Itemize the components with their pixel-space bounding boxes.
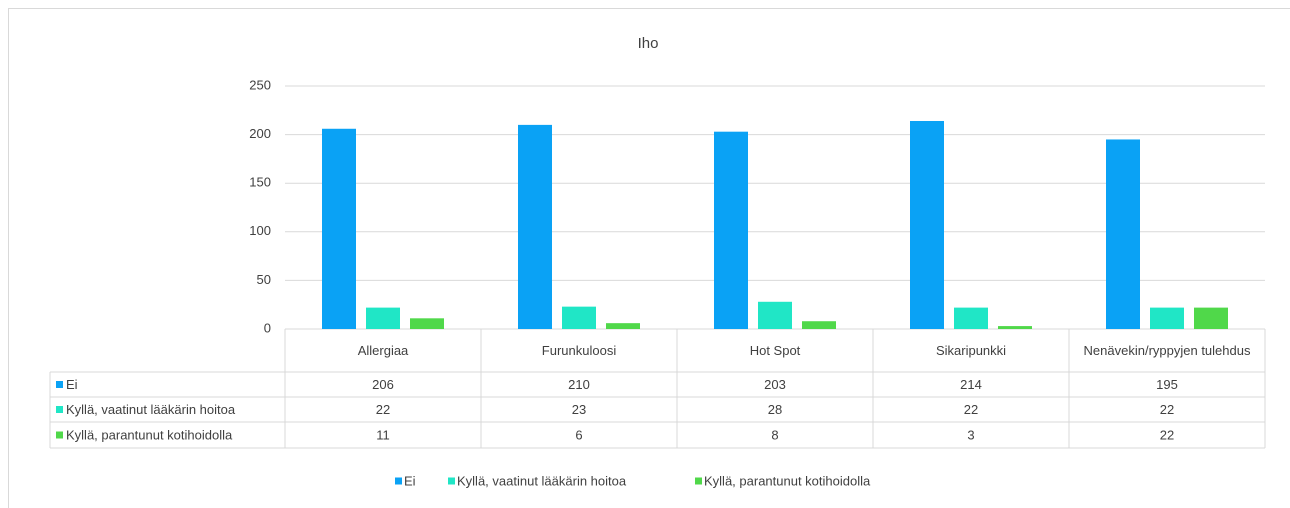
- category-cell: Hot Spot: [749, 342, 801, 358]
- chart-border: [8, 8, 1290, 508]
- y-tick-label: 250: [249, 77, 271, 92]
- x-tick-label: Furunkuloosi: [541, 342, 617, 358]
- table-value: 28: [768, 402, 782, 417]
- legend-key: [448, 477, 455, 485]
- table-value: 22: [1160, 402, 1174, 417]
- table-value: 8: [771, 427, 778, 442]
- table-value: 214: [960, 377, 982, 392]
- table-legend-key: [56, 406, 63, 413]
- legend-label: Ei: [404, 473, 416, 488]
- category-cell: Allergiaa: [357, 342, 409, 358]
- category-cell: Sikaripunkki: [935, 342, 1007, 358]
- table-value: 210: [568, 377, 590, 392]
- table-value: 22: [1160, 427, 1174, 442]
- category-cell: Nenävekin/ryppyjen tulehdus: [1083, 342, 1251, 358]
- y-tick-label: 0: [264, 320, 271, 335]
- bar: [322, 128, 356, 329]
- table-value: 6: [575, 427, 582, 442]
- bar: [998, 326, 1032, 329]
- bar: [606, 323, 640, 329]
- chart-title: Iho: [638, 35, 659, 52]
- table-series-name: Kyllä, parantunut kotihoidolla: [66, 427, 233, 442]
- bar: [802, 321, 836, 329]
- legend-key: [395, 477, 402, 485]
- legend-label: Kyllä, parantunut kotihoidolla: [704, 473, 871, 488]
- table-value: 11: [376, 427, 390, 442]
- bar: [954, 307, 988, 329]
- x-tick-label: Allergiaa: [357, 342, 409, 358]
- y-tick-label: 50: [257, 272, 271, 287]
- bar: [410, 318, 444, 329]
- table-value: 203: [764, 377, 786, 392]
- bar: [1106, 139, 1140, 329]
- bar: [910, 120, 944, 329]
- bar: [518, 124, 552, 329]
- table-legend-key: [56, 381, 63, 388]
- table-legend-key: [56, 431, 63, 439]
- category-cell: Furunkuloosi: [541, 342, 617, 358]
- legend-key: [695, 477, 702, 485]
- table-value: 22: [964, 402, 978, 417]
- table-series-name: Kyllä, vaatinut lääkärin hoitoa: [66, 402, 236, 417]
- x-tick-label: Hot Spot: [749, 342, 801, 358]
- bar: [1194, 307, 1228, 329]
- bar: [758, 301, 792, 329]
- bar: [714, 131, 748, 329]
- table-value: 195: [1156, 377, 1178, 392]
- table-value: 23: [572, 402, 586, 417]
- y-tick-label: 200: [249, 126, 271, 141]
- table-value: 206: [372, 377, 394, 392]
- x-tick-label: Sikaripunkki: [935, 342, 1007, 358]
- x-tick-label: Nenävekin/ryppyjen tulehdus: [1083, 342, 1251, 358]
- bar: [562, 306, 596, 329]
- bar: [366, 307, 400, 329]
- table-value: 3: [967, 427, 974, 442]
- table-series-name: Ei: [66, 377, 78, 392]
- y-tick-label: 100: [249, 223, 271, 238]
- bar: [1150, 307, 1184, 329]
- y-tick-label: 150: [249, 175, 271, 190]
- legend-label: Kyllä, vaatinut lääkärin hoitoa: [457, 473, 627, 488]
- table-value: 22: [376, 402, 390, 417]
